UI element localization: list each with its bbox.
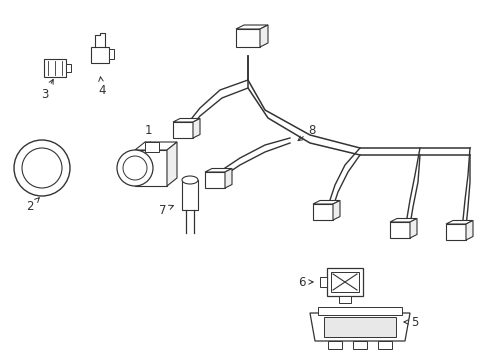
Polygon shape: [225, 168, 232, 188]
Bar: [318, 307, 402, 315]
Bar: [205, 172, 225, 188]
Bar: [339, 296, 351, 303]
Polygon shape: [313, 201, 340, 204]
Polygon shape: [410, 219, 417, 238]
Bar: [109, 49, 114, 59]
Polygon shape: [236, 25, 268, 29]
Bar: [182, 180, 198, 210]
Bar: [328, 341, 342, 349]
Polygon shape: [333, 201, 340, 220]
Polygon shape: [390, 219, 417, 222]
Polygon shape: [446, 220, 473, 224]
Text: 7: 7: [159, 203, 173, 216]
Bar: [327, 268, 363, 296]
Bar: [313, 204, 333, 220]
Bar: [446, 224, 466, 240]
Bar: [236, 29, 260, 47]
Text: 2: 2: [26, 198, 39, 213]
Bar: [331, 272, 359, 292]
Bar: [135, 150, 167, 186]
Text: 4: 4: [98, 77, 106, 96]
Bar: [44, 59, 66, 77]
Circle shape: [22, 148, 62, 188]
Bar: [145, 142, 159, 152]
Circle shape: [117, 150, 153, 186]
Text: 1: 1: [144, 123, 152, 146]
Polygon shape: [466, 220, 473, 240]
Polygon shape: [173, 118, 200, 122]
Text: 6: 6: [298, 275, 313, 288]
Polygon shape: [205, 168, 232, 172]
Bar: [320, 277, 327, 287]
Bar: [353, 341, 367, 349]
Polygon shape: [193, 118, 200, 138]
Text: 8: 8: [298, 123, 316, 141]
Ellipse shape: [182, 176, 198, 184]
Bar: [324, 317, 396, 337]
Polygon shape: [260, 25, 268, 47]
Text: 5: 5: [404, 315, 418, 328]
Bar: [66, 64, 71, 72]
Text: 3: 3: [41, 80, 53, 102]
Polygon shape: [167, 142, 177, 186]
Circle shape: [123, 156, 147, 180]
Polygon shape: [310, 313, 410, 341]
Bar: [378, 341, 392, 349]
Bar: [390, 222, 410, 238]
Bar: [91, 47, 109, 63]
Polygon shape: [135, 142, 177, 150]
Circle shape: [14, 140, 70, 196]
Bar: [173, 122, 193, 138]
